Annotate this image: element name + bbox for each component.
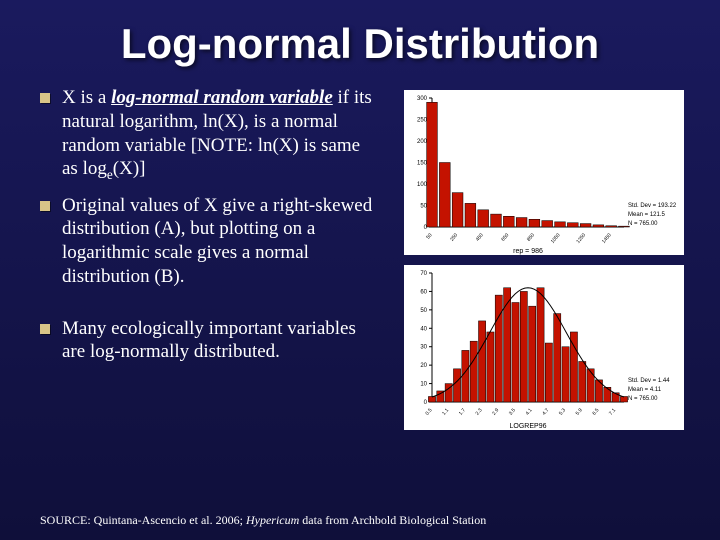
svg-text:4.1: 4.1 (524, 407, 533, 416)
svg-text:Std. Dev = 1.44: Std. Dev = 1.44 (628, 378, 670, 384)
svg-text:1.7: 1.7 (457, 407, 466, 416)
svg-text:450: 450 (474, 232, 484, 242)
svg-text:2.3: 2.3 (474, 407, 483, 416)
svg-text:1.1: 1.1 (441, 407, 450, 416)
svg-text:50: 50 (420, 308, 427, 314)
bullet-item: Many ecologically important variables ar… (40, 317, 379, 365)
svg-text:rep = 986: rep = 986 (513, 248, 543, 255)
bullet-marker-icon (40, 201, 50, 211)
svg-text:6.5: 6.5 (591, 407, 600, 416)
bullet-list: X is a log-normal random variable if its… (40, 86, 379, 530)
bullet-text: X is a log-normal random variable if its… (62, 86, 379, 184)
bullet-marker-icon (40, 324, 50, 334)
svg-text:1050: 1050 (549, 232, 561, 245)
svg-text:300: 300 (417, 96, 428, 102)
svg-text:250: 250 (449, 232, 459, 242)
svg-text:70: 70 (420, 271, 427, 277)
svg-text:850: 850 (526, 232, 536, 242)
page-title: Log-normal Distribution (40, 20, 680, 68)
svg-text:5.3: 5.3 (558, 407, 567, 416)
svg-text:30: 30 (420, 345, 427, 351)
svg-text:10: 10 (420, 382, 427, 388)
charts-column: 0 50 100 150 200 250 300 50 250 450 650 850 1050 1250… (393, 86, 694, 530)
svg-text:40: 40 (420, 326, 427, 332)
svg-text:N = 765.00: N = 765.00 (628, 396, 658, 402)
svg-text:150: 150 (417, 161, 428, 167)
content-row: X is a log-normal random variable if its… (40, 86, 680, 530)
svg-text:250: 250 (417, 118, 428, 124)
svg-text:60: 60 (420, 289, 427, 295)
svg-text:5.9: 5.9 (574, 407, 583, 416)
svg-text:N = 765.00: N = 765.00 (628, 221, 658, 227)
svg-text:0: 0 (423, 400, 427, 406)
bullet-text: Many ecologically important variables ar… (62, 317, 379, 365)
svg-text:4.7: 4.7 (541, 407, 550, 416)
bullet-marker-icon (40, 93, 50, 103)
svg-text:0.5: 0.5 (424, 407, 433, 416)
source-citation: SOURCE: Quintana-Ascencio et al. 2006; H… (40, 513, 486, 528)
svg-text:2.9: 2.9 (491, 407, 500, 416)
svg-text:50: 50 (425, 232, 433, 240)
bullet-item: Original values of X give a right-skewed… (40, 194, 379, 289)
bullet-text: Original values of X give a right-skewed… (62, 194, 379, 289)
bullet-item: X is a log-normal random variable if its… (40, 86, 379, 184)
chart-b: 0 10 20 30 40 50 60 70 0.5 1.1 1.7 2.3 2.9 3.5 4.1 4.7 5… (404, 265, 684, 430)
svg-text:200: 200 (417, 139, 428, 145)
chart-a: 0501001502002503005025045065085010501250… (404, 90, 684, 255)
svg-text:1450: 1450 (601, 232, 613, 245)
svg-text:1250: 1250 (575, 232, 587, 245)
svg-text:Mean = 121.5: Mean = 121.5 (628, 212, 666, 218)
svg-text:Mean = 4.11: Mean = 4.11 (628, 387, 662, 393)
slide: Log-normal Distribution X is a log-norma… (0, 0, 720, 540)
svg-text:650: 650 (500, 232, 510, 242)
svg-text:20: 20 (420, 363, 427, 369)
svg-text:LOGREP96: LOGREP96 (509, 423, 546, 430)
svg-text:Std. Dev = 193.22: Std. Dev = 193.22 (628, 203, 677, 209)
svg-text:3.5: 3.5 (508, 407, 517, 416)
svg-text:100: 100 (417, 182, 428, 188)
svg-text:7.1: 7.1 (608, 407, 617, 416)
